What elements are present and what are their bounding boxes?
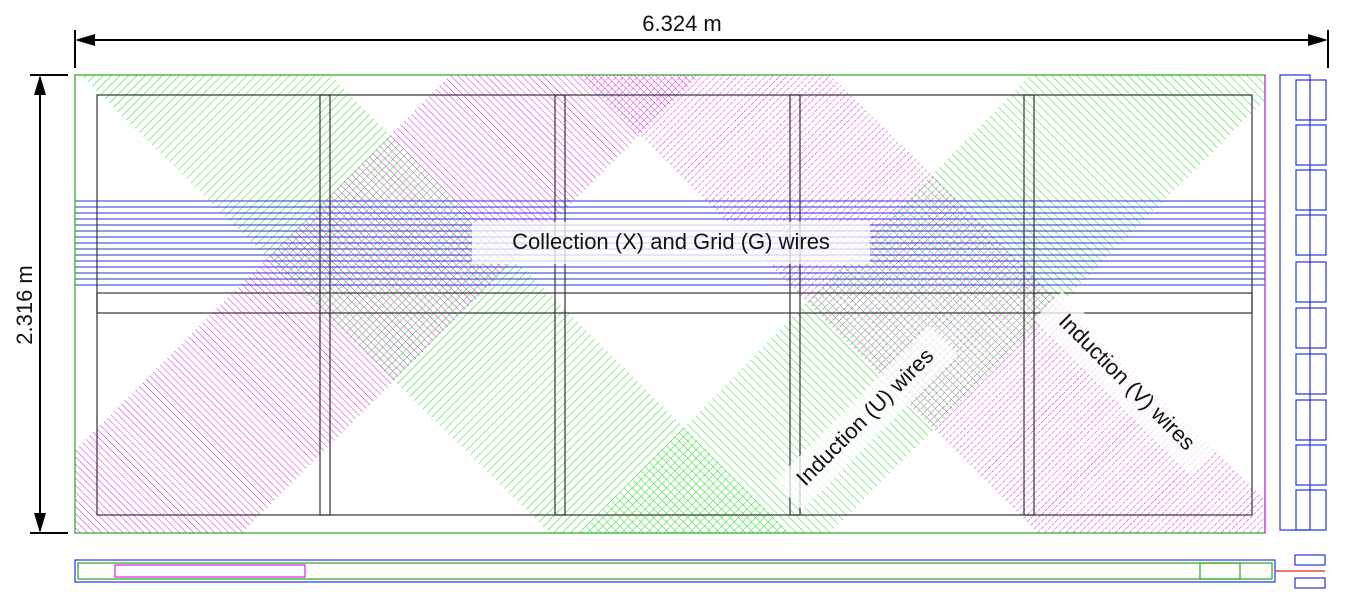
label-background [472,222,870,264]
label-background [774,326,958,510]
u-wires-left [80,75,790,533]
wire-bands [75,75,1265,533]
dimension-width [74,30,1329,68]
label-background [1034,291,1218,475]
u-wires-right [580,75,1265,533]
collection-label: Collection (X) and Grid (G) wires [512,229,830,254]
frame [74,74,1266,534]
dimension-height [30,74,68,534]
electronics [1279,74,1327,531]
side-view [74,554,1326,589]
height-label: 2.316 m [12,265,37,345]
width-label: 6.324 m [642,11,722,36]
